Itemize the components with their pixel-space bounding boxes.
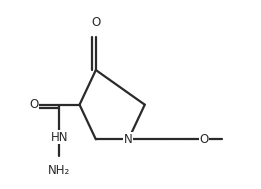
Text: HN: HN: [50, 131, 68, 144]
Text: O: O: [199, 133, 209, 146]
Text: N: N: [124, 133, 133, 146]
Text: NH₂: NH₂: [48, 164, 70, 177]
Text: O: O: [29, 98, 39, 111]
Text: O: O: [91, 16, 100, 29]
